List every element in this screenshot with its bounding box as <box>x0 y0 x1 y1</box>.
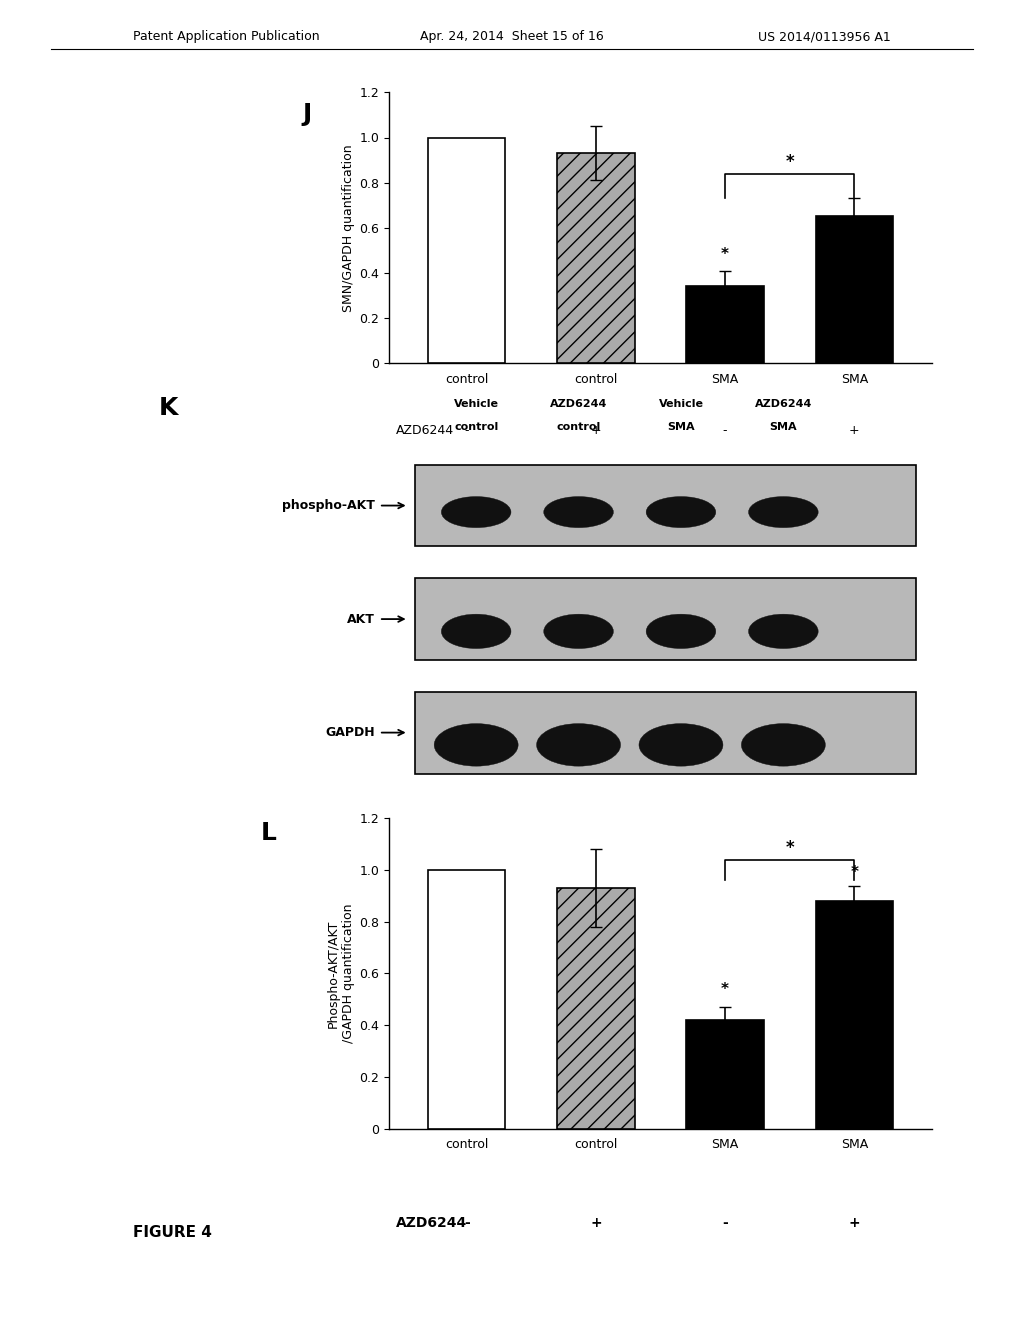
Bar <box>428 137 506 363</box>
Text: GAPDH: GAPDH <box>326 726 375 739</box>
Text: Vehicle: Vehicle <box>454 399 499 409</box>
Text: -: - <box>465 424 469 437</box>
Text: Apr. 24, 2014  Sheet 15 of 16: Apr. 24, 2014 Sheet 15 of 16 <box>420 30 604 44</box>
Bar <box>686 286 764 363</box>
Bar <box>428 870 506 1129</box>
Y-axis label: SMN/GAPDH quantification: SMN/GAPDH quantification <box>342 144 355 312</box>
Text: -: - <box>723 424 727 437</box>
Text: phospho-AKT: phospho-AKT <box>282 499 375 512</box>
Text: SMA: SMA <box>770 421 797 432</box>
Text: AZD6244: AZD6244 <box>550 399 607 409</box>
Text: control: control <box>556 421 601 432</box>
Bar <box>686 1020 764 1129</box>
Text: AKT: AKT <box>347 612 375 626</box>
Bar <box>557 888 635 1129</box>
Text: K: K <box>159 396 178 420</box>
Text: AZD6244: AZD6244 <box>395 424 454 437</box>
Bar <box>557 153 635 363</box>
Text: FIGURE 4: FIGURE 4 <box>133 1225 212 1239</box>
Text: Vehicle: Vehicle <box>658 399 703 409</box>
Text: J: J <box>302 102 311 125</box>
Text: -: - <box>722 1217 728 1230</box>
Text: *: * <box>721 247 729 261</box>
Bar <box>815 902 893 1129</box>
Y-axis label: Phospho-AKT/AKT
/GAPDH quantification: Phospho-AKT/AKT /GAPDH quantification <box>328 904 355 1043</box>
Text: AZD6244: AZD6244 <box>755 399 812 409</box>
Text: *: * <box>785 153 794 172</box>
Text: Patent Application Publication: Patent Application Publication <box>133 30 319 44</box>
Bar <box>815 216 893 363</box>
Text: *: * <box>721 982 729 997</box>
Text: +: + <box>590 1217 602 1230</box>
Text: SMA: SMA <box>668 421 694 432</box>
Text: +: + <box>591 424 601 437</box>
Text: control: control <box>454 421 499 432</box>
Text: *: * <box>785 840 794 857</box>
Text: *: * <box>850 866 858 880</box>
Text: -: - <box>464 1217 470 1230</box>
Text: +: + <box>849 1217 860 1230</box>
Text: +: + <box>849 424 859 437</box>
Text: L: L <box>261 821 278 845</box>
Text: AZD6244: AZD6244 <box>395 1217 467 1230</box>
Text: US 2014/0113956 A1: US 2014/0113956 A1 <box>758 30 891 44</box>
